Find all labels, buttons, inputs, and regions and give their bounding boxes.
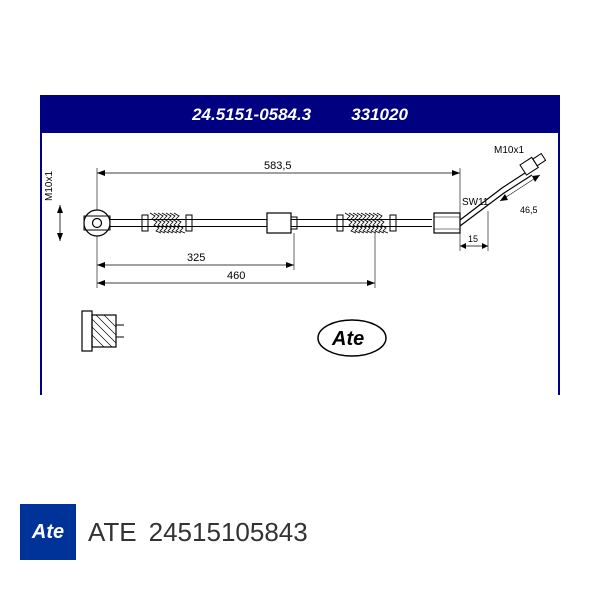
bellows-2 [337,213,396,233]
sw-nut [434,213,460,233]
brand-logo-text: Ate [32,521,64,544]
technical-drawing: 583,5 M10x1 325 460 M10x1 SW11 [42,133,558,395]
mid-collar [291,217,297,229]
detail-view [82,311,124,351]
header-bar: 24.5151-0584.3 331020 [42,97,558,133]
ate-logo-text: Ate [331,328,364,350]
right-thread-label: M10x1 [494,145,524,156]
drawing-area: 583,5 M10x1 325 460 M10x1 SW11 [42,133,558,395]
footer-brand: ATE [88,517,137,548]
part-number-left: 24.5151-0584.3 [192,105,311,125]
eye-outer [84,210,110,236]
sw-label: SW11 [462,197,489,208]
part-number-right: 331020 [351,105,408,125]
bent-tube-top [460,171,528,220]
bellows-1 [142,213,192,233]
dim-a-text: 325 [187,252,205,264]
footer-code: 24515105843 [149,517,308,548]
dim-15-text: 15 [468,234,478,244]
footer: Ate ATE 24515105843 [20,504,308,560]
eye-hole [93,219,102,228]
dim-b-text: 460 [227,270,245,282]
brand-logo: Ate [20,504,76,560]
left-thread-label: M10x1 [44,171,55,201]
dim-overall-text: 583,5 [264,160,292,172]
dim-tip-text: 46,5 [520,205,538,215]
mid-block [267,213,291,233]
diagram-card: 24.5151-0584.3 331020 [40,95,560,395]
